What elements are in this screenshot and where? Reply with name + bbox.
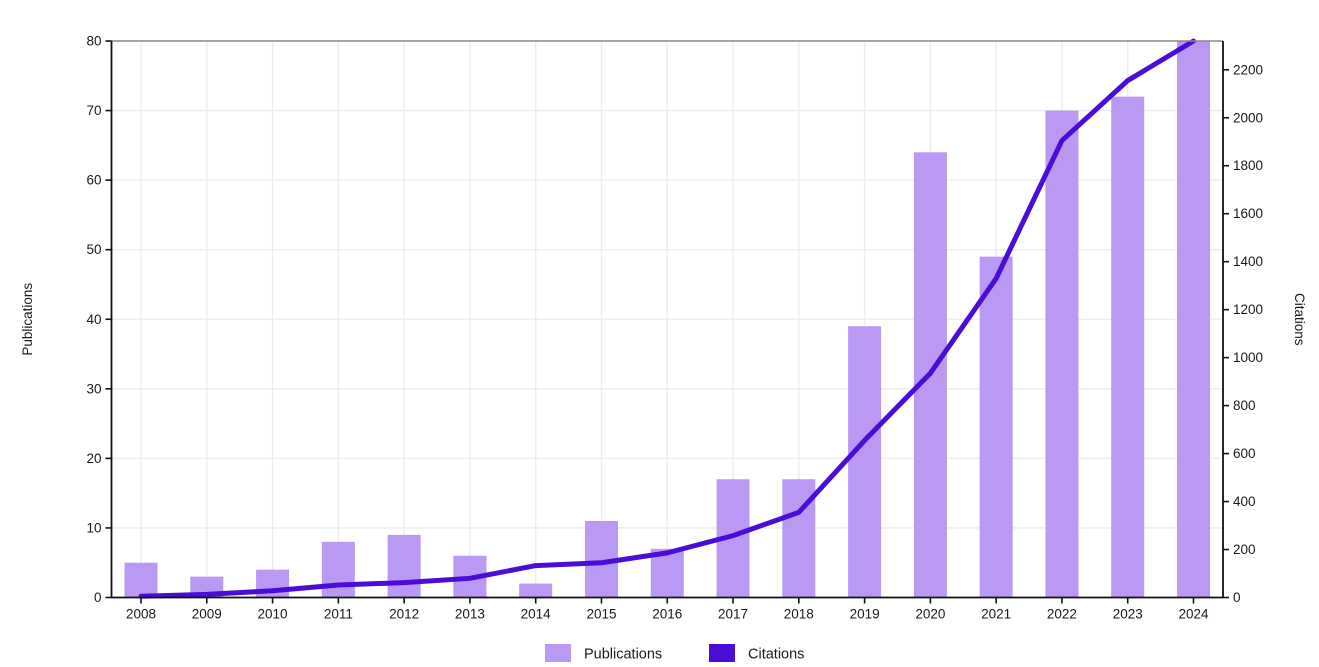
right-tick-label: 2000 [1233, 110, 1263, 125]
left-tick-label: 50 [86, 242, 101, 257]
x-tick-label: 2019 [850, 607, 880, 622]
x-tick-label: 2018 [784, 607, 814, 622]
legend-swatch-publications [545, 644, 571, 662]
left-axis-title: Publications [20, 283, 35, 356]
x-tick-label: 2024 [1178, 607, 1209, 622]
right-tick-label: 1600 [1233, 206, 1263, 221]
right-tick-label: 2200 [1233, 62, 1263, 77]
left-tick-label: 10 [86, 520, 101, 535]
left-tick-label: 80 [86, 34, 101, 49]
right-axis: 0 200 400 600 800 1000 1200 1400 1600 1800 2000 220… [1223, 62, 1263, 605]
bar-2021 [979, 256, 1013, 598]
left-tick-label: 0 [94, 590, 102, 605]
x-tick-label: 2011 [324, 607, 353, 622]
right-tick-label: 1400 [1233, 254, 1263, 269]
right-tick-label: 1200 [1233, 302, 1263, 317]
right-tick-label: 1000 [1233, 350, 1263, 365]
x-axis: 2008 2009 2010 2011 2012 2013 2014 2015 2016 2017… [126, 597, 1209, 622]
x-tick-label: 2020 [915, 607, 945, 622]
bar-2011 [321, 541, 355, 598]
x-tick-label: 2016 [652, 607, 682, 622]
x-tick-label: 2015 [586, 607, 616, 622]
bar-2019 [848, 326, 882, 598]
bar-2022 [1045, 110, 1079, 598]
x-tick-label: 2021 [981, 607, 1011, 622]
legend-label-publications: Publications [584, 647, 662, 663]
right-tick-label: 1800 [1233, 158, 1263, 173]
x-tick-label: 2012 [389, 607, 419, 622]
legend-swatch-citations [709, 644, 735, 662]
x-tick-label: 2013 [455, 607, 485, 622]
bar-2008 [124, 562, 158, 598]
left-tick-label: 60 [86, 173, 101, 188]
right-tick-label: 800 [1233, 398, 1256, 413]
x-tick-label: 2022 [1047, 607, 1077, 622]
citations-line [138, 38, 1196, 599]
legend: Publications Citations [545, 644, 804, 663]
right-tick-label: 600 [1233, 446, 1256, 461]
right-axis-title: Citations [1292, 293, 1307, 346]
bar-2024 [1177, 41, 1210, 598]
x-tick-label: 2014 [521, 607, 552, 622]
legend-label-citations: Citations [748, 647, 804, 663]
right-tick-label: 400 [1233, 494, 1256, 509]
bar-2014 [519, 583, 553, 598]
left-axis: 0 10 20 30 40 50 60 70 80 [86, 34, 112, 605]
x-tick-label: 2009 [192, 607, 222, 622]
left-tick-label: 20 [86, 451, 101, 466]
left-tick-label: 70 [86, 103, 101, 118]
x-tick-label: 2023 [1113, 607, 1143, 622]
left-tick-label: 40 [86, 312, 101, 327]
left-tick-label: 30 [86, 381, 101, 396]
x-tick-label: 2008 [126, 607, 156, 622]
bar-2023 [1111, 96, 1145, 598]
bar-2012 [387, 534, 421, 598]
x-tick-label: 2010 [258, 607, 288, 622]
right-tick-label: 200 [1233, 542, 1256, 557]
right-tick-label: 0 [1233, 590, 1241, 605]
x-tick-label: 2017 [718, 607, 748, 622]
